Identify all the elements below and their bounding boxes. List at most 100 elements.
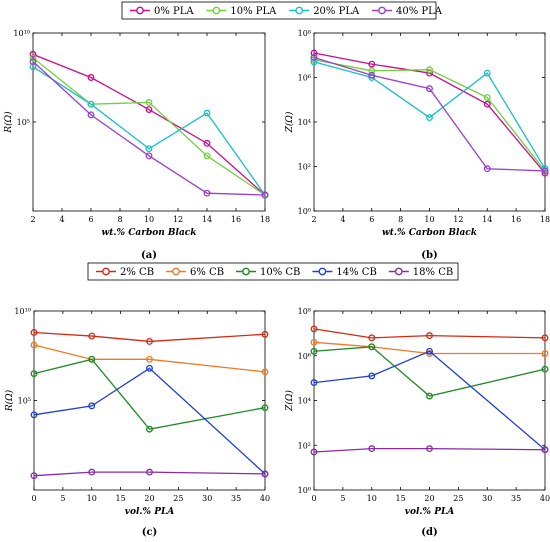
series-10-cb: [30, 355, 269, 433]
data-point: [483, 69, 491, 77]
panel-caption: (d): [421, 527, 437, 538]
x-axis-label: wt.% Carbon Black: [101, 228, 196, 238]
bottom-legend: 2% CB 6% CB 10% CB 14% CB 18% CB: [87, 262, 459, 281]
data-point: [368, 60, 376, 68]
legend-label-3: 40% PLA: [396, 6, 443, 17]
data-point: [203, 189, 211, 197]
x-tick-label: 2: [311, 215, 316, 224]
series-line: [33, 344, 266, 373]
legend-marker-3: [318, 267, 327, 276]
x-tick-label: 20: [424, 494, 434, 503]
data-point: [368, 334, 376, 342]
data-point: [146, 468, 153, 476]
data-point: [310, 325, 318, 333]
data-point: [87, 100, 95, 108]
series-line: [32, 66, 266, 196]
data-point: [426, 445, 433, 453]
data-point: [146, 364, 153, 372]
x-tick-label: 35: [511, 494, 521, 503]
y-tick-label: 10⁴: [298, 118, 311, 127]
top-legend-box: [121, 1, 437, 20]
y-tick-label: 10²: [298, 163, 311, 172]
data-point: [426, 332, 433, 340]
legend-marker-2: [295, 6, 304, 15]
legend-label-0: 2% CB: [120, 267, 154, 278]
panel-b: 2 4 6 8 10 12 14 16 18 10⁰ 10² 10⁴ 10⁶ 10⁸ wt.% Carbon…: [284, 29, 550, 261]
x-tick-label: 4: [340, 215, 345, 224]
x-tick-label: 15: [396, 494, 406, 503]
x-tick-label: 16: [231, 215, 241, 224]
data-point: [145, 106, 153, 113]
data-point: [87, 74, 95, 81]
data-point: [88, 332, 96, 340]
series-2-cb: [310, 325, 549, 342]
data-point: [261, 470, 269, 478]
series-line: [32, 53, 266, 196]
data-point: [30, 329, 38, 336]
x-tick-label: 10: [424, 215, 434, 224]
data-point: [541, 446, 549, 454]
x-tick-label: 30: [482, 494, 492, 503]
data-point: [145, 145, 153, 153]
legend-marker-1: [212, 6, 221, 15]
legend-marker-0: [102, 267, 110, 276]
data-point: [88, 468, 96, 476]
data-point: [30, 341, 38, 349]
data-point: [368, 343, 376, 351]
legend-label-2: 10% CB: [260, 267, 300, 278]
data-point: [541, 365, 549, 373]
plot-area: [32, 32, 266, 212]
data-point: [426, 114, 433, 121]
x-tick-label: 18: [260, 215, 270, 224]
data-point: [426, 347, 433, 355]
x-tick-label: 14: [482, 215, 492, 224]
x-tick-label: 35: [231, 494, 241, 503]
legend-label-1: 6% CB: [190, 267, 224, 278]
data-point: [261, 368, 269, 376]
data-point: [146, 425, 153, 433]
y-tick-label: 10²: [298, 441, 311, 450]
panel-d: 0 5 10 15 20 25 30 35 40 10⁰ 10² 10⁴ 10⁶ 10⁸ vol.% PLA…: [284, 307, 550, 538]
series-10-pla: [310, 56, 549, 175]
data-point: [261, 330, 269, 338]
data-point: [310, 49, 318, 57]
data-point: [483, 94, 491, 101]
panel-a: 2 4 6 8 10 12 14 16 18 10⁵ 10¹⁰ wt.% Carbon Black R(…: [3, 29, 270, 261]
legend-marker-3: [378, 6, 386, 15]
data-point: [30, 370, 38, 378]
x-tick-label: 14: [202, 215, 212, 224]
x-tick-label: 10: [87, 494, 97, 503]
series-line: [313, 447, 546, 453]
bottom-legend-box: [87, 262, 459, 281]
x-tick-label: 4: [59, 215, 64, 224]
data-point: [29, 54, 37, 62]
data-point: [310, 58, 318, 66]
x-tick-label: 18: [540, 215, 550, 224]
y-tick-label: 10⁶: [298, 74, 311, 83]
y-tick-label: 10⁴: [298, 397, 311, 406]
data-point: [541, 167, 549, 175]
data-point: [310, 338, 318, 346]
panel-c: 0 5 10 15 20 25 30 35 40 10⁵ 10¹⁰ vol.% PLA R(Ω) (c): [4, 307, 270, 538]
top-legend: 0% PLA 10% PLA 20% PLA 40% PLA: [121, 1, 443, 20]
legend-marker-0: [136, 6, 144, 15]
x-tick-label: 40: [540, 494, 550, 503]
x-tick-label: 10: [367, 494, 377, 503]
x-tick-label: 8: [398, 215, 403, 224]
legend-label-0: 0% PLA: [154, 6, 194, 17]
x-tick-label: 2: [30, 215, 35, 224]
legend-marker-1: [172, 267, 180, 276]
data-point: [310, 379, 318, 387]
y-axis-label: R(Ω): [3, 111, 14, 134]
plot-area: [33, 310, 266, 491]
data-point: [87, 111, 95, 119]
data-point: [146, 355, 153, 363]
x-tick-label: 6: [88, 215, 93, 224]
data-point: [145, 98, 153, 106]
data-point: [30, 411, 38, 419]
data-point: [203, 109, 211, 117]
series-line: [33, 471, 266, 477]
series-line: [313, 350, 546, 451]
x-tick-label: 10: [144, 215, 154, 224]
